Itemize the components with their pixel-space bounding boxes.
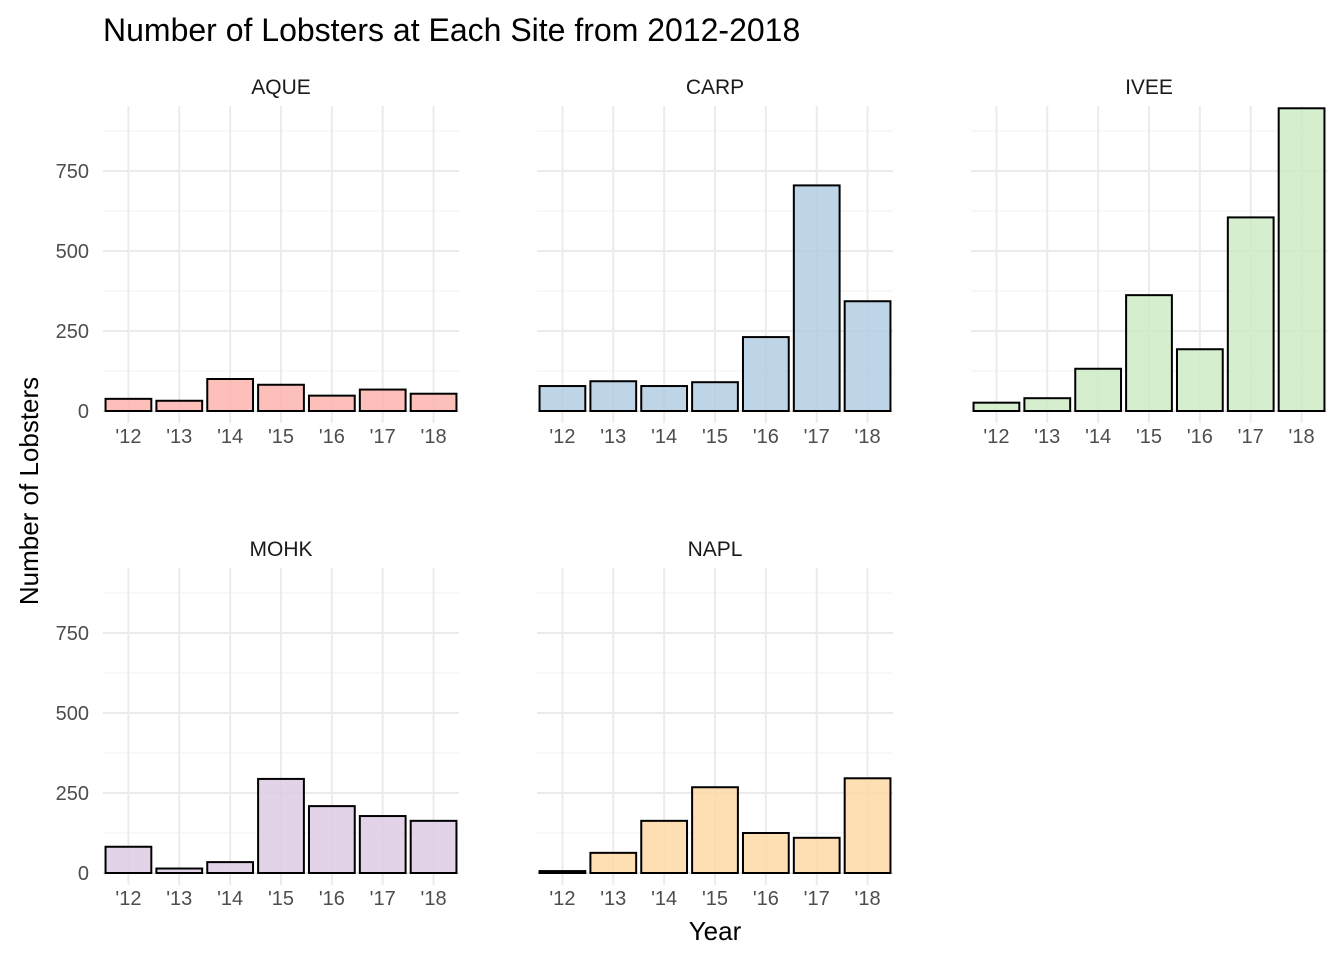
x-tick-label: '18 xyxy=(421,888,447,910)
x-tick-label: '16 xyxy=(319,888,345,910)
x-tick-label: '17 xyxy=(1238,426,1264,448)
bar xyxy=(589,851,638,875)
x-tick-label: '17 xyxy=(804,888,830,910)
y-tick-label: 250 xyxy=(56,783,89,805)
x-tick-label: '14 xyxy=(651,888,677,910)
y-tick-label: 750 xyxy=(56,623,89,645)
x-tick-label: '18 xyxy=(855,426,881,448)
bar xyxy=(741,336,790,412)
x-tick-label: '14 xyxy=(217,888,243,910)
bar xyxy=(358,815,407,874)
bar xyxy=(409,819,458,875)
bar xyxy=(538,385,587,413)
x-tick-label: '17 xyxy=(804,426,830,448)
bar xyxy=(1277,107,1326,412)
bar xyxy=(972,401,1021,412)
x-tick-label: '15 xyxy=(702,888,728,910)
bar xyxy=(307,805,356,874)
bar xyxy=(1125,294,1173,412)
x-tick-label: '12 xyxy=(983,426,1009,448)
bar xyxy=(640,819,689,875)
bar xyxy=(206,378,255,412)
facet-panel-aque: AQUE '12 '13 '14 '15 '16 '17 '18 0 250 500 750 xyxy=(56,76,459,448)
bar xyxy=(1226,216,1275,412)
facet-label: NAPL xyxy=(688,538,743,561)
bar xyxy=(358,388,407,412)
bar xyxy=(792,836,841,874)
bar xyxy=(257,383,305,413)
x-tick-label: '13 xyxy=(1034,426,1060,448)
facet-label: MOHK xyxy=(250,538,313,561)
x-tick-label: '16 xyxy=(753,426,779,448)
x-tick-label: '13 xyxy=(600,426,626,448)
x-tick-label: '12 xyxy=(115,426,141,448)
y-tick-label: 500 xyxy=(56,241,89,263)
y-axis-title: Number of Lobsters xyxy=(14,377,44,605)
x-tick-label: '17 xyxy=(370,426,396,448)
chart-title: Number of Lobsters at Each Site from 201… xyxy=(103,12,800,48)
x-tick-label: '16 xyxy=(1187,426,1213,448)
x-tick-label: '18 xyxy=(421,426,447,448)
y-tick-label: 0 xyxy=(78,863,89,885)
x-tick-label: '18 xyxy=(1289,426,1315,448)
bar xyxy=(1023,397,1072,413)
bar xyxy=(792,184,841,412)
y-tick-label: 750 xyxy=(56,161,89,183)
facet-panel-mohk: MOHK '12 '13 '14 '15 '16 '17 '18 0 250 500 750 xyxy=(56,538,459,910)
x-tick-label: '16 xyxy=(753,888,779,910)
bar xyxy=(741,832,790,874)
x-tick-label: '13 xyxy=(600,888,626,910)
x-tick-label: '16 xyxy=(319,426,345,448)
x-tick-label: '14 xyxy=(1085,426,1111,448)
x-tick-label: '18 xyxy=(855,888,881,910)
x-tick-label: '17 xyxy=(370,888,396,910)
bar xyxy=(257,777,305,874)
bar xyxy=(640,385,689,413)
facet-label: CARP xyxy=(686,76,744,99)
x-tick-label: '12 xyxy=(549,888,575,910)
bar xyxy=(843,300,892,412)
bar xyxy=(155,867,204,875)
x-tick-label: '15 xyxy=(268,888,294,910)
facet-panel-carp: CARP '12 '13 '14 '15 '16 '17 '18 xyxy=(537,76,893,448)
bar xyxy=(307,394,356,413)
x-axis-title: Year xyxy=(689,916,742,946)
y-tick-label: 250 xyxy=(56,321,89,343)
x-tick-label: '15 xyxy=(1136,426,1162,448)
x-tick-label: '13 xyxy=(166,426,192,448)
x-tick-label: '13 xyxy=(166,888,192,910)
bar xyxy=(104,845,153,875)
x-tick-label: '12 xyxy=(549,426,575,448)
bar xyxy=(1074,367,1123,413)
facet-panel-ivee: IVEE '12 '13 '14 '15 '16 '17 '18 xyxy=(971,76,1327,448)
x-tick-label: '15 xyxy=(702,426,728,448)
bar xyxy=(843,777,892,875)
bar xyxy=(589,380,638,412)
x-tick-label: '12 xyxy=(115,888,141,910)
bar xyxy=(691,381,739,413)
y-tick-label: 0 xyxy=(78,401,89,423)
y-tick-label: 500 xyxy=(56,703,89,725)
bar xyxy=(409,392,458,413)
bar xyxy=(1175,348,1224,412)
x-tick-label: '14 xyxy=(217,426,243,448)
bar xyxy=(206,861,255,874)
facet-panels: AQUE '12 '13 '14 '15 '16 '17 '18 0 250 500 750 CARP '… xyxy=(56,76,1327,910)
bar xyxy=(104,397,153,412)
bar xyxy=(691,786,739,874)
bar xyxy=(538,870,587,875)
x-tick-label: '15 xyxy=(268,426,294,448)
x-tick-label: '14 xyxy=(651,426,677,448)
bar xyxy=(155,399,204,413)
facet-label: AQUE xyxy=(251,76,311,99)
facet-panel-napl: NAPL '12 '13 '14 '15 '16 '17 '18 xyxy=(537,538,893,910)
facet-label: IVEE xyxy=(1125,76,1173,99)
